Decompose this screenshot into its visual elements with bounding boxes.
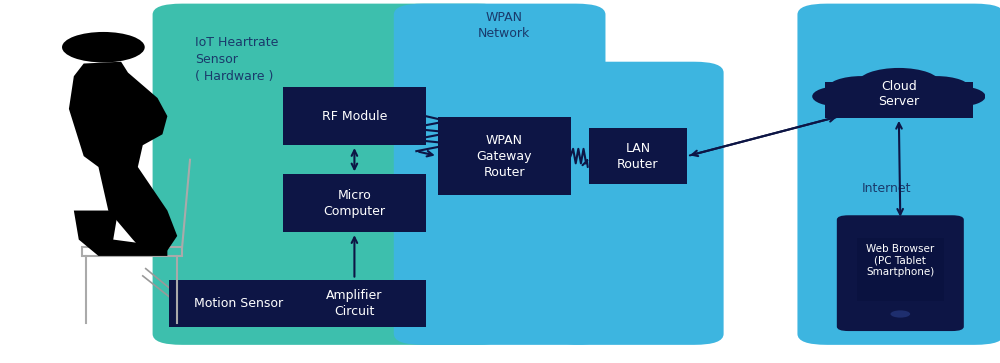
- FancyBboxPatch shape: [153, 4, 507, 345]
- Text: Motion Sensor: Motion Sensor: [194, 297, 283, 310]
- Circle shape: [857, 68, 940, 98]
- FancyBboxPatch shape: [438, 117, 571, 195]
- Circle shape: [62, 32, 145, 62]
- Text: WPAN
Network: WPAN Network: [478, 11, 530, 40]
- Text: LAN
Router: LAN Router: [617, 142, 659, 171]
- Text: RF Module: RF Module: [322, 110, 387, 123]
- FancyBboxPatch shape: [797, 4, 1000, 345]
- Polygon shape: [74, 211, 167, 256]
- Polygon shape: [69, 62, 177, 250]
- Circle shape: [812, 86, 867, 106]
- Text: Web Browser
(PC Tablet
Smartphone): Web Browser (PC Tablet Smartphone): [866, 244, 934, 277]
- Text: Internet: Internet: [861, 182, 911, 195]
- Text: IoT Heartrate
Sensor
( Hardware ): IoT Heartrate Sensor ( Hardware ): [195, 36, 278, 83]
- FancyBboxPatch shape: [825, 82, 973, 118]
- Circle shape: [827, 76, 896, 102]
- Circle shape: [890, 310, 910, 318]
- FancyBboxPatch shape: [169, 280, 307, 327]
- Text: WPAN
Gateway
Router: WPAN Gateway Router: [476, 134, 532, 179]
- FancyBboxPatch shape: [283, 174, 426, 232]
- Text: Amplifier
Circuit: Amplifier Circuit: [326, 289, 383, 318]
- Circle shape: [930, 86, 985, 106]
- FancyBboxPatch shape: [283, 87, 426, 145]
- FancyBboxPatch shape: [394, 4, 605, 345]
- FancyBboxPatch shape: [283, 280, 426, 327]
- FancyBboxPatch shape: [551, 62, 724, 345]
- FancyBboxPatch shape: [589, 128, 687, 184]
- Text: Cloud
Server: Cloud Server: [878, 80, 919, 109]
- Circle shape: [902, 76, 971, 102]
- FancyBboxPatch shape: [837, 215, 964, 331]
- Text: Micro
Computer: Micro Computer: [323, 189, 385, 218]
- FancyBboxPatch shape: [857, 238, 944, 301]
